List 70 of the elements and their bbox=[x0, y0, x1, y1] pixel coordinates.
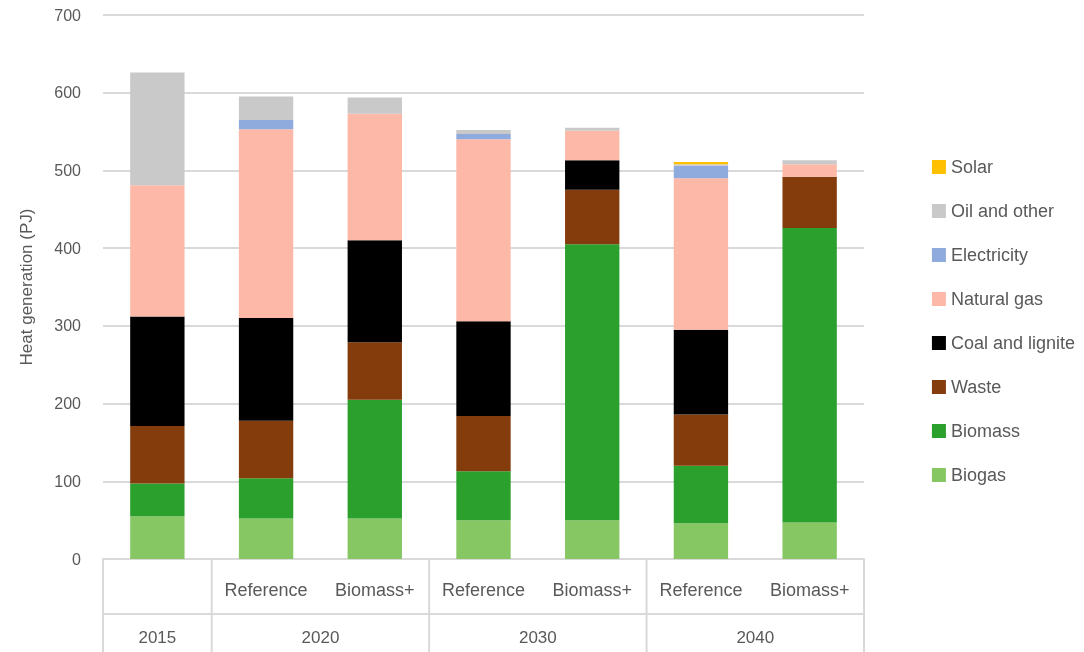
bar bbox=[456, 130, 511, 134]
x-tick-label: Reference bbox=[224, 580, 308, 600]
x-tick-label: Biomass+ bbox=[335, 580, 415, 600]
text: 2015 bbox=[138, 627, 177, 647]
bar bbox=[238, 518, 294, 559]
x-tick-label: Reference bbox=[441, 580, 526, 600]
bar bbox=[565, 520, 620, 559]
legend-label: Biogas bbox=[950, 465, 1006, 485]
legend-label: Natural gas bbox=[950, 289, 1043, 309]
bar bbox=[673, 165, 729, 179]
bar bbox=[130, 516, 185, 559]
y-tick-label: 0 bbox=[72, 550, 82, 568]
bar bbox=[456, 416, 511, 472]
bar bbox=[347, 342, 402, 400]
legend-label: Oil and other bbox=[950, 201, 1054, 221]
bar bbox=[673, 178, 729, 330]
bar bbox=[130, 316, 185, 427]
bar bbox=[456, 520, 511, 559]
bar bbox=[565, 127, 620, 131]
legend-label: Solar bbox=[950, 157, 993, 177]
bar bbox=[673, 414, 729, 466]
bar bbox=[347, 240, 402, 343]
legend-label: Electricity bbox=[950, 245, 1028, 265]
bar bbox=[565, 130, 620, 161]
y-tick-label: 300 bbox=[54, 317, 82, 335]
bar bbox=[782, 160, 837, 165]
text: 2020 bbox=[301, 627, 340, 647]
bar bbox=[456, 139, 511, 322]
bar bbox=[782, 227, 837, 523]
y-tick-label: 600 bbox=[54, 84, 82, 102]
legend-label: Coal and lignite bbox=[950, 333, 1076, 353]
bar bbox=[347, 518, 402, 559]
bar bbox=[238, 119, 294, 130]
bar bbox=[238, 96, 294, 120]
bar bbox=[565, 244, 620, 521]
bar bbox=[782, 176, 837, 228]
bar bbox=[347, 97, 402, 114]
bar bbox=[673, 523, 729, 559]
y-tick-label: 700 bbox=[54, 6, 82, 24]
bar bbox=[238, 478, 294, 519]
bar bbox=[238, 318, 294, 421]
legend-label: Biomass bbox=[950, 421, 1020, 441]
bar bbox=[130, 72, 185, 186]
bar bbox=[782, 164, 837, 177]
y-tick-label: 200 bbox=[54, 395, 82, 413]
bar bbox=[130, 185, 185, 317]
bar bbox=[347, 113, 402, 241]
x-tick-label: Biomass+ bbox=[552, 580, 632, 600]
bar bbox=[565, 189, 620, 245]
bar bbox=[673, 465, 729, 524]
x-tick-label: Reference bbox=[659, 580, 743, 600]
y-tick-label: 100 bbox=[54, 472, 82, 490]
bar bbox=[130, 426, 185, 484]
bar bbox=[347, 399, 402, 519]
bar bbox=[238, 420, 294, 479]
bar bbox=[565, 160, 620, 190]
bar bbox=[782, 522, 837, 559]
y-tick-label: 500 bbox=[54, 161, 82, 179]
legend-label: Waste bbox=[950, 377, 1002, 397]
bar bbox=[456, 133, 511, 140]
bar bbox=[238, 129, 294, 319]
bar bbox=[673, 329, 729, 415]
bar bbox=[130, 483, 185, 517]
bar bbox=[456, 471, 511, 521]
bar bbox=[456, 321, 511, 417]
text: 2040 bbox=[736, 627, 775, 647]
x-tick-label: Biomass+ bbox=[769, 580, 850, 600]
y-axis-title: Heat generation (PJ) bbox=[17, 208, 36, 366]
text: 2030 bbox=[518, 627, 557, 647]
y-tick-label: 400 bbox=[54, 239, 82, 257]
